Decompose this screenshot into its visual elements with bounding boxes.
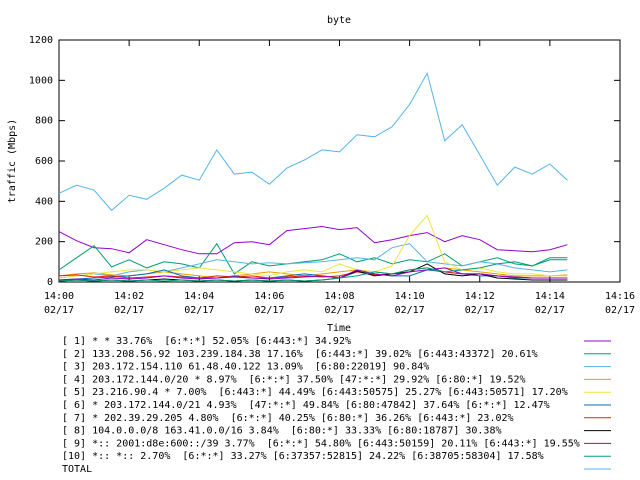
series-line	[58, 242, 568, 275]
x-tick-label: 02/17	[395, 305, 425, 316]
series-line	[58, 259, 568, 282]
y-tick-label: 800	[35, 116, 53, 127]
y-tick-label: 400	[35, 196, 53, 207]
x-tick-label: 02/17	[114, 305, 144, 316]
series-line	[58, 269, 568, 281]
legend-label: TOTAL	[62, 464, 92, 475]
y-tick-label: 0	[47, 277, 53, 288]
legend-label: [ 4] 203.172.144.0/20 * 8.97% [6:*:*] 37…	[62, 374, 526, 385]
legend-label: [10] *:: *:: 2.70% [6:*:*] 33.27% [6:373…	[62, 451, 544, 462]
x-tick-label: 14:08	[324, 291, 354, 302]
x-tick-label: 14:10	[395, 291, 425, 302]
y-tick-label: 1200	[29, 35, 53, 46]
legend-label: [ 9] *:: 2001:d8e:600::/39 3.77% [6:*:*]…	[62, 438, 580, 449]
plot-border	[58, 39, 621, 283]
x-tick-label: 02/17	[535, 305, 565, 316]
x-tick-label: 14:16	[605, 291, 635, 302]
x-axis-label: Time	[327, 323, 351, 334]
legend-label: [ 2] 133.208.56.92 103.239.184.38 17.16%…	[62, 349, 538, 360]
x-tick-label: 02/17	[254, 305, 284, 316]
x-tick-label: 14:02	[114, 291, 144, 302]
legend-label: [ 3] 203.172.154.110 61.48.40.122 13.09%…	[62, 362, 429, 373]
x-tick-label: 14:06	[254, 291, 284, 302]
legend-label: [ 8] 104.0.0.0/8 163.41.0.0/16 3.84% [6:…	[62, 426, 502, 437]
chart-title: byte	[327, 15, 351, 26]
y-tick-label: 1000	[29, 75, 53, 86]
x-tick-label: 14:04	[184, 291, 214, 302]
x-tick-label: 02/17	[605, 305, 635, 316]
y-tick-label: 600	[35, 156, 53, 167]
legend-label: [ 6] * 203.172.144.0/21 4.93% [47:*:*] 4…	[62, 400, 550, 411]
series-line	[58, 267, 568, 281]
legend-label: [ 5] 23.216.90.4 * 7.00% [6:443:*] 44.49…	[62, 387, 568, 398]
x-tick-label: 02/17	[324, 305, 354, 316]
x-tick-label: 14:14	[535, 291, 565, 302]
x-tick-label: 02/17	[184, 305, 214, 316]
x-tick-label: 14:12	[465, 291, 495, 302]
x-tick-label: 14:00	[44, 291, 74, 302]
series-line	[58, 71, 568, 212]
x-tick-label: 02/17	[465, 305, 495, 316]
y-axis-label: traffic (Mbps)	[7, 119, 18, 203]
series-line	[58, 225, 568, 255]
legend-label: [ 1] * * 33.76% [6:*:*] 52.05% [6:443:*]…	[62, 336, 351, 347]
x-tick-label: 02/17	[44, 305, 74, 316]
y-tick-label: 200	[35, 237, 53, 248]
series-line	[58, 214, 568, 279]
legend-label: [ 7] * 202.39.29.205 4.80% [6:*:*] 40.25…	[62, 413, 514, 424]
